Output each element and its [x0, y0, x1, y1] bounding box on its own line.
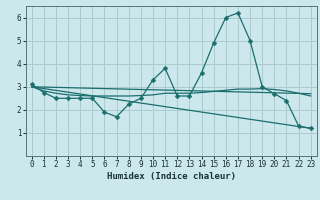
X-axis label: Humidex (Indice chaleur): Humidex (Indice chaleur) — [107, 172, 236, 181]
